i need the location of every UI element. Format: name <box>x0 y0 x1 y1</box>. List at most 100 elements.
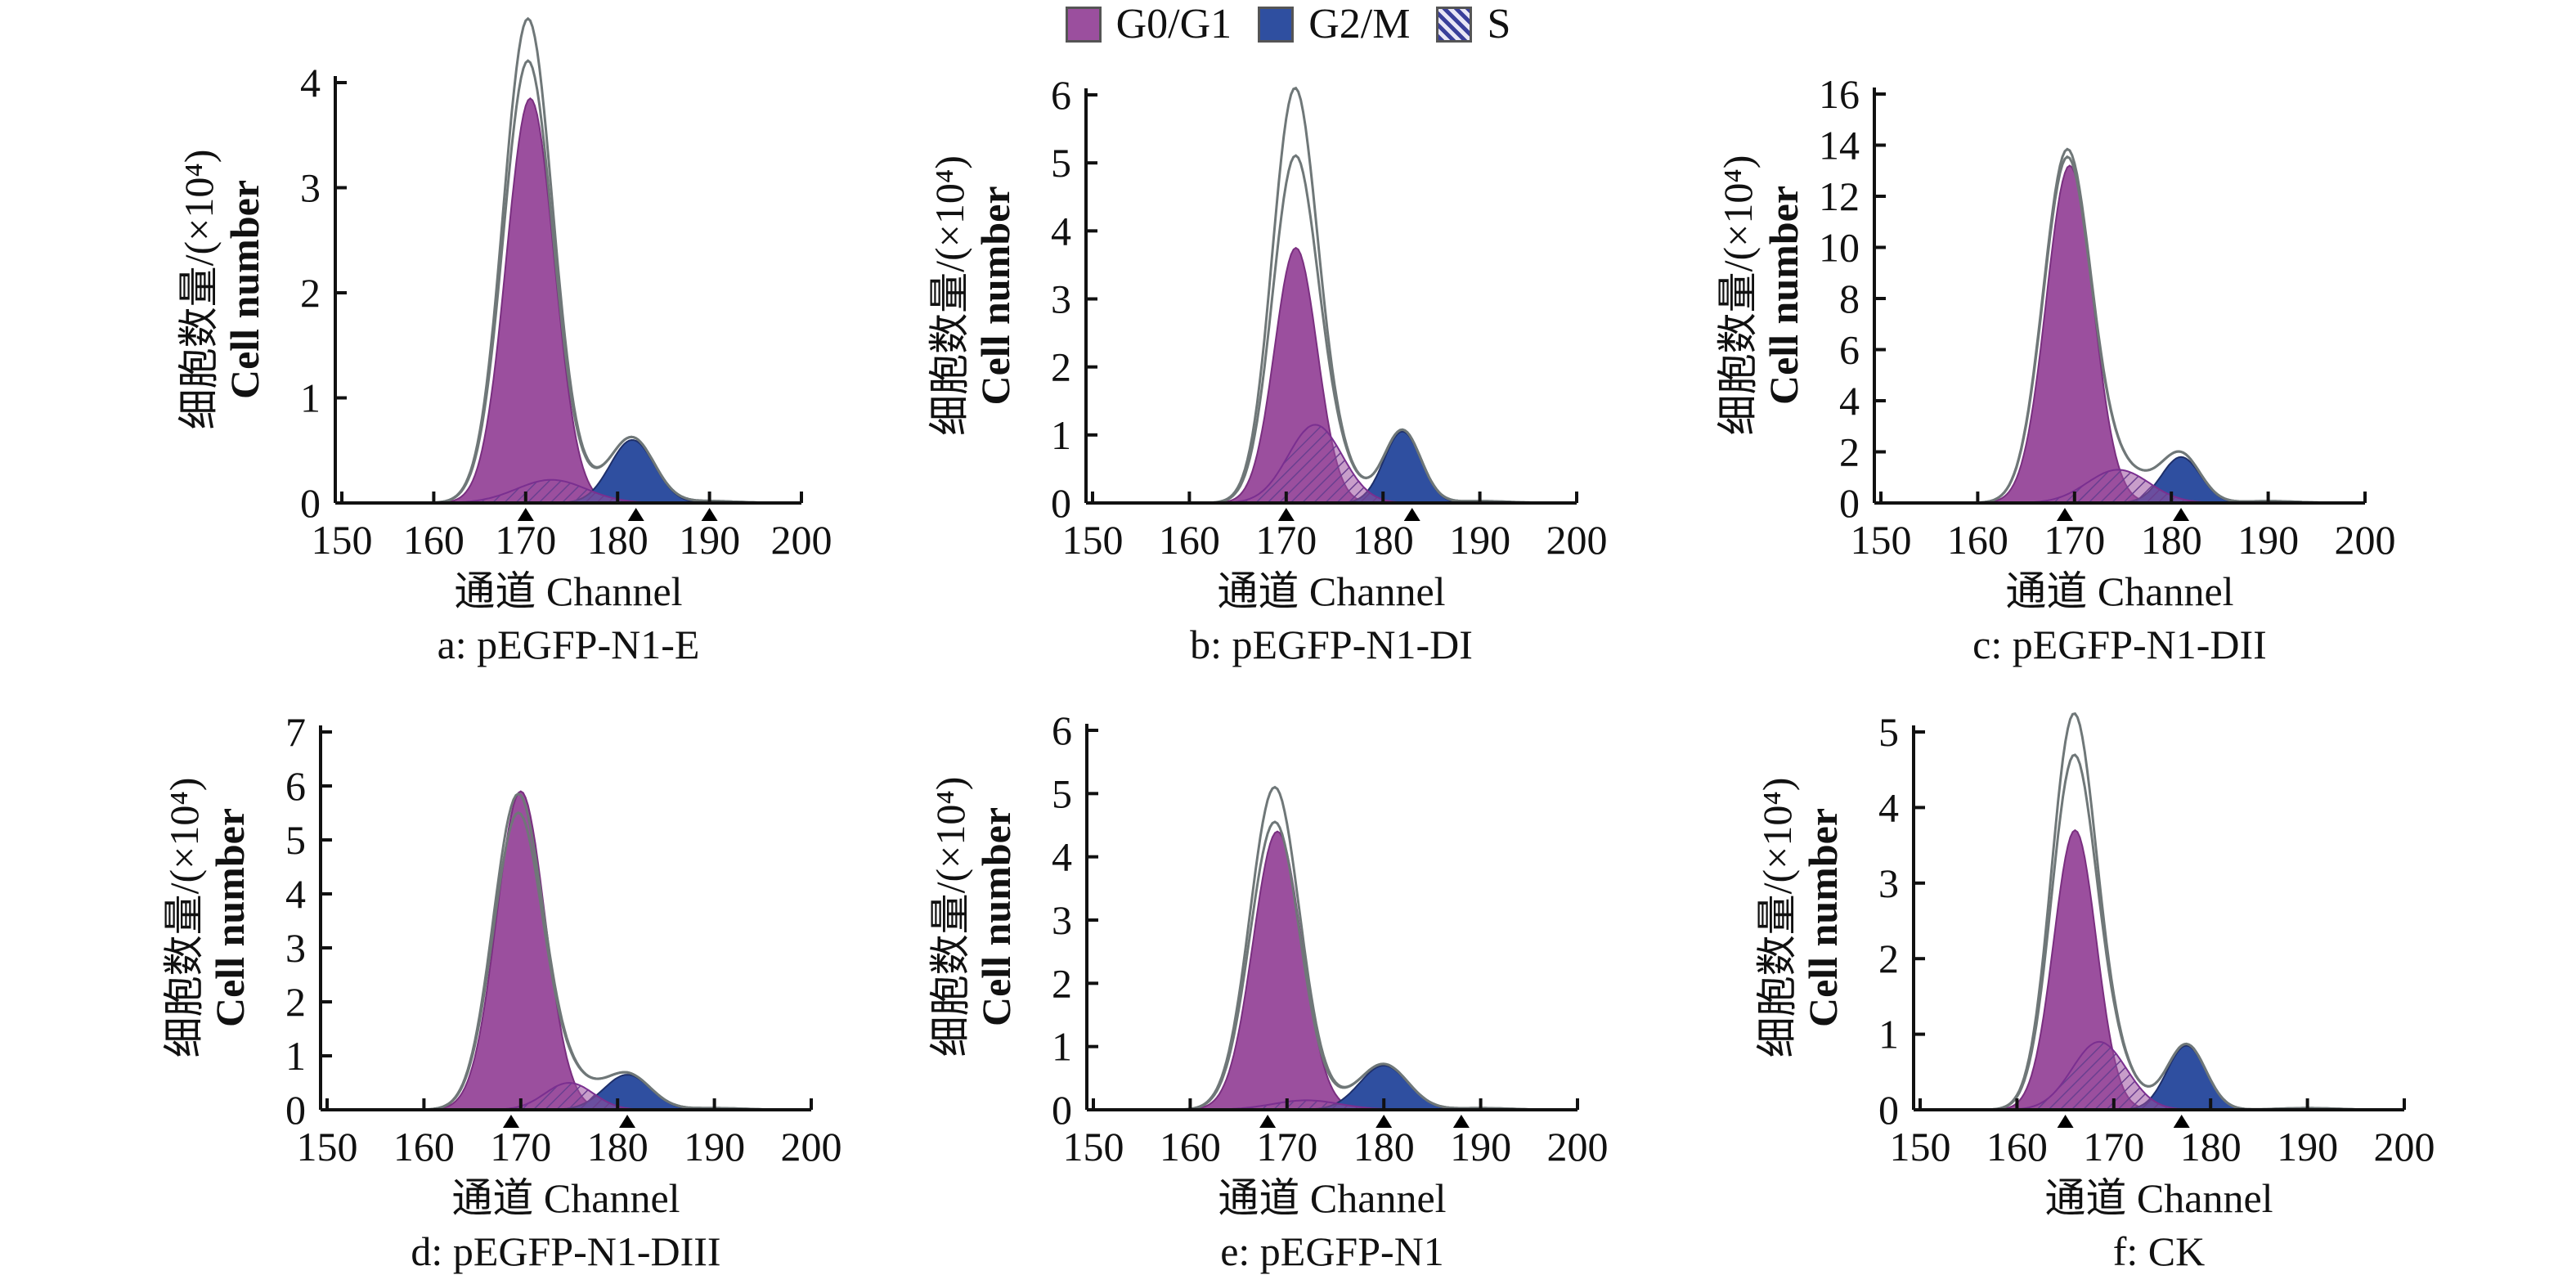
x-tick-label: 170 <box>1255 517 1317 563</box>
y-axis-label-en: Cell number <box>1800 808 1846 1027</box>
x-tick-label: 200 <box>781 1124 842 1169</box>
x-axis-label: 通道 Channel <box>2005 568 2233 614</box>
x-tick-label: 170 <box>490 1124 551 1169</box>
x-tick-label: 170 <box>2083 1124 2144 1169</box>
y-tick-label: 3 <box>1878 860 1899 906</box>
y-tick-label: 3 <box>300 165 321 211</box>
x-tick-label: 180 <box>2180 1124 2242 1169</box>
y-tick-label: 2 <box>1878 936 1899 981</box>
x-tick-label: 160 <box>393 1124 455 1169</box>
y-axis-label-en: Cell number <box>973 807 1019 1026</box>
y-tick-label: 4 <box>1051 208 1071 254</box>
envelope-line <box>1122 785 1539 1111</box>
y-tick-label: 7 <box>285 709 306 755</box>
x-tick-label: 180 <box>2141 517 2202 563</box>
y-axis-label-en: Cell number <box>207 808 253 1027</box>
panel-caption: c: pEGFP-N1-DII <box>1972 622 2267 667</box>
panel-caption: e: pEGFP-N1 <box>1220 1228 1444 1274</box>
y-tick-label: 1 <box>1878 1012 1899 1057</box>
x-tick-label: 150 <box>297 1124 358 1169</box>
x-tick-label: 160 <box>1159 517 1220 563</box>
x-tick-label: 170 <box>1256 1124 1317 1169</box>
x-tick-label: 190 <box>2237 517 2299 563</box>
peak-marker-icon <box>2056 508 2073 521</box>
panel-a: 0 1 2 3 4 150 160 170 180 190 200 细胞数量/(×10⁴) Cell n… <box>176 16 832 667</box>
g0g1-peak <box>375 790 666 1111</box>
y-axis-label-cn: 细胞数量/(×10⁴) <box>1754 778 1800 1058</box>
panel-caption: b: pEGFP-N1-DI <box>1190 622 1473 667</box>
peak-marker-icon <box>619 1115 636 1128</box>
y-tick-label: 1 <box>285 1033 306 1079</box>
legend-label-g0g1: G0/G1 <box>1115 1 1232 47</box>
x-axis-label: 通道 Channel <box>2044 1175 2273 1221</box>
x-tick-label: 200 <box>771 517 832 563</box>
panel-c: 0 2 4 6 8 10 12 14 16 150 160 170 180 190 200 细胞数量/(×10… <box>1715 71 2396 667</box>
x-axis-label: 通道 Channel <box>454 568 682 614</box>
x-tick-label: 150 <box>1851 517 1912 563</box>
y-tick-label: 2 <box>285 979 306 1025</box>
y-tick-label: 2 <box>1052 960 1072 1006</box>
x-tick-label: 190 <box>2277 1124 2338 1169</box>
peak-marker-icon <box>502 1115 519 1128</box>
y-tick-label: 1 <box>1052 1024 1072 1070</box>
x-tick-label: 170 <box>2044 517 2105 563</box>
y-axis-label-en: Cell number <box>222 180 267 399</box>
panel-b: 0 1 2 3 4 5 6 150 160 170 180 190 200 细胞数量/(×10⁴) Cell… <box>927 72 1608 667</box>
envelope-line <box>1122 820 1539 1111</box>
peak-marker-icon <box>1452 1115 1470 1128</box>
y-tick-label: 5 <box>285 817 306 863</box>
y-tick-label: 10 <box>1819 225 1860 271</box>
legend-item-g2m: G2/M <box>1258 0 1410 49</box>
legend: G0/G1 G2/M S <box>0 0 2576 49</box>
envelope-line <box>1949 753 2366 1111</box>
panel-d: 0 1 2 3 4 5 6 7 150 160 170 180 190 200 细胞数量/(×10⁴) Cel… <box>161 709 842 1274</box>
x-tick-label: 150 <box>1062 517 1124 563</box>
y-tick-label: 5 <box>1878 709 1899 755</box>
peak-marker-icon <box>1376 1115 1393 1128</box>
peak-marker-icon <box>2173 1115 2190 1128</box>
y-tick-label: 0 <box>1051 480 1071 526</box>
y-tick-label: 6 <box>1839 327 1860 373</box>
x-tick-label: 170 <box>495 517 556 563</box>
y-tick-label: 0 <box>300 480 321 526</box>
y-axis-label-cn: 细胞数量/(×10⁴) <box>161 778 207 1058</box>
x-tick-label: 160 <box>1986 1124 2048 1169</box>
x-tick-label: 160 <box>1160 1124 1221 1169</box>
x-tick-label: 180 <box>1353 1124 1415 1169</box>
x-tick-label: 180 <box>1353 517 1414 563</box>
y-tick-label: 6 <box>1051 72 1071 118</box>
y-tick-label: 6 <box>285 763 306 809</box>
x-tick-label: 180 <box>587 517 648 563</box>
y-tick-label: 5 <box>1051 140 1071 186</box>
panel-caption: a: pEGFP-N1-E <box>438 622 700 667</box>
y-axis-label-cn: 细胞数量/(×10⁴) <box>1715 155 1761 436</box>
y-tick-label: 4 <box>300 60 321 106</box>
legend-label-s: S <box>1487 1 1511 47</box>
y-tick-label: 0 <box>285 1087 306 1133</box>
x-tick-label: 160 <box>1947 517 2008 563</box>
legend-swatch-g2m <box>1258 7 1295 43</box>
y-tick-label: 1 <box>300 375 321 421</box>
y-tick-label: 2 <box>1839 429 1860 475</box>
x-tick-label: 150 <box>1063 1124 1124 1169</box>
y-tick-label: 0 <box>1839 480 1860 526</box>
y-axis-label-cn: 细胞数量/(×10⁴) <box>927 777 973 1057</box>
envelope-line <box>1949 712 2366 1111</box>
x-tick-label: 180 <box>587 1124 648 1169</box>
y-tick-label: 0 <box>1878 1087 1899 1133</box>
panel-caption: f: CK <box>2113 1228 2206 1274</box>
x-tick-label: 190 <box>1449 517 1510 563</box>
legend-label-g2m: G2/M <box>1308 1 1411 47</box>
x-tick-label: 200 <box>2335 517 2396 563</box>
y-tick-label: 14 <box>1819 123 1860 168</box>
y-tick-label: 4 <box>1839 378 1860 424</box>
peak-marker-icon <box>2057 1115 2074 1128</box>
x-tick-label: 160 <box>403 517 464 563</box>
y-tick-label: 5 <box>1052 770 1072 816</box>
y-tick-label: 3 <box>1052 897 1072 943</box>
y-tick-label: 12 <box>1819 173 1860 219</box>
panel-f: 0 1 2 3 4 5 150 160 170 180 190 200 细胞数量/(×10⁴) Cell … <box>1754 709 2435 1274</box>
envelope-line <box>1910 155 2327 505</box>
y-tick-label: 2 <box>300 270 321 316</box>
